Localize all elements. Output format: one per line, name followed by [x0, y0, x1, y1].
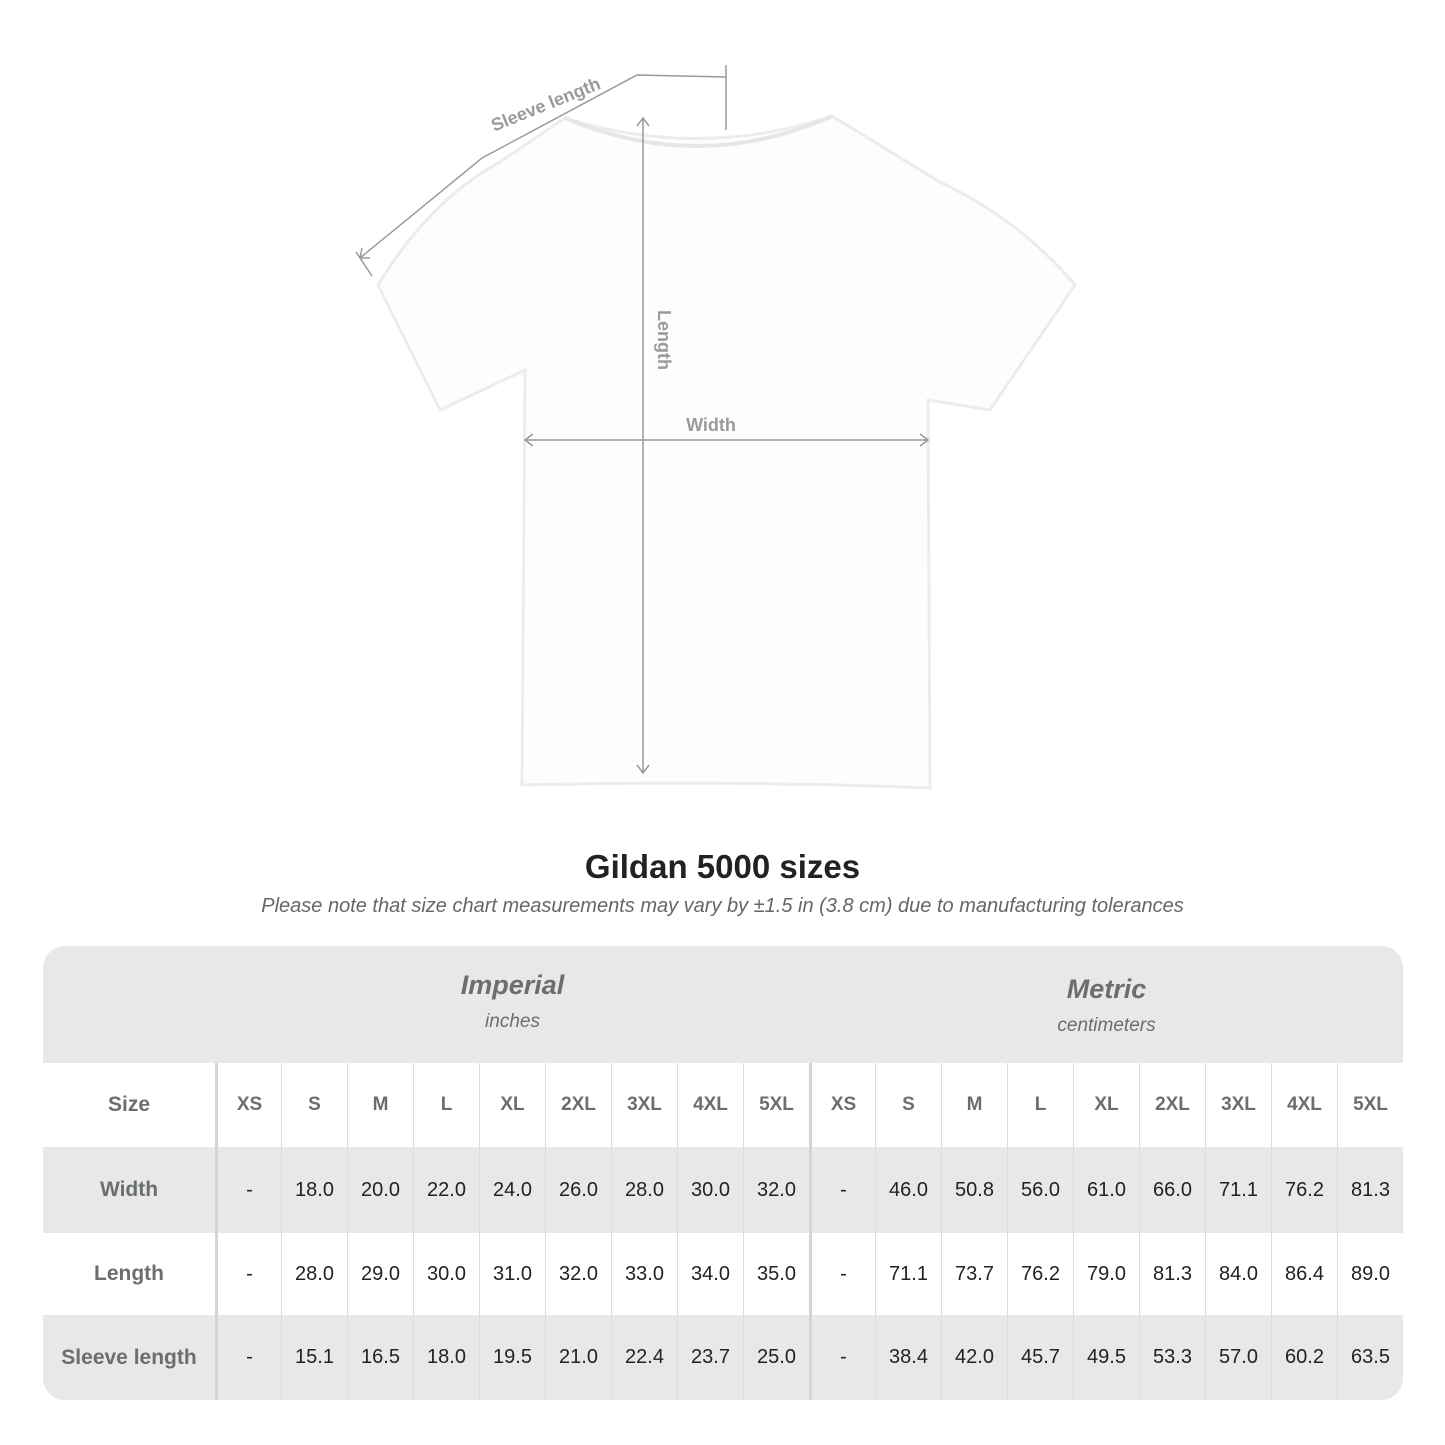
size-header-cell: S [281, 1063, 347, 1147]
size-header-cell: 3XL [611, 1063, 677, 1147]
metric-value-cell: 71.1 [1205, 1147, 1271, 1233]
imperial-value-cell: 18.0 [281, 1147, 347, 1233]
row-label: Width [99, 1178, 159, 1201]
metric-value-cell: 53.3 [1139, 1315, 1205, 1400]
size-header-cell: M [941, 1063, 1007, 1147]
imperial-value-cell: 16.5 [347, 1315, 413, 1400]
size-header-cell: XL [479, 1063, 545, 1147]
size-header-cell: 3XL [1205, 1063, 1271, 1147]
metric-value-cell: 60.2 [1271, 1315, 1337, 1400]
imperial-value-cell: 35.0 [743, 1233, 809, 1315]
size-header-cell: XS [809, 1063, 875, 1147]
imperial-value-cell: 22.0 [413, 1147, 479, 1233]
imperial-value-cell: 30.0 [677, 1147, 743, 1233]
tshirt-diagram: Sleeve length Length Width [355, 65, 1077, 790]
collar [564, 114, 833, 148]
width-measure-line [523, 433, 930, 447]
imperial-value-cell: 23.7 [677, 1315, 743, 1400]
imperial-value-cell: 22.4 [611, 1315, 677, 1400]
size-header-cell: XS [215, 1063, 281, 1147]
row-label: Sleeve length [61, 1345, 197, 1369]
metric-label: Metric [1066, 974, 1147, 1004]
imperial-value-cell: 21.0 [545, 1315, 611, 1400]
size-header-cell: 4XL [1271, 1063, 1337, 1147]
metric-header: Metric centimeters [810, 974, 1403, 1091]
metric-value-cell: 84.0 [1205, 1233, 1271, 1315]
metric-value-cell: 66.0 [1139, 1147, 1205, 1233]
metric-value-cell: 73.7 [941, 1233, 1007, 1315]
size-header-row: Size XS S M L XL 2XL 3XL 4XL 5XL XS S M L XL 2XL 3XL 4XL 5… [43, 1063, 1403, 1147]
sleeve-measure-line [359, 74, 727, 259]
imperial-value-cell: 34.0 [677, 1233, 743, 1315]
metric-value-cell: 38.4 [875, 1315, 941, 1400]
imperial-value-cell: 30.0 [413, 1233, 479, 1315]
row-label: Size [107, 1093, 151, 1116]
metric-value-cell: 49.5 [1073, 1315, 1139, 1400]
imperial-value-cell: 19.5 [479, 1315, 545, 1400]
size-header-cell: 4XL [677, 1063, 743, 1147]
metric-value-cell: 81.3 [1139, 1233, 1205, 1315]
metric-value-cell: 61.0 [1073, 1147, 1139, 1233]
metric-value-cell: 79.0 [1073, 1233, 1139, 1315]
imperial-value-cell: 26.0 [545, 1147, 611, 1233]
metric-value-cell: - [809, 1147, 875, 1233]
row-label: Length [94, 1262, 164, 1285]
imperial-value-cell: 31.0 [479, 1233, 545, 1315]
imperial-unit: inches [485, 1011, 540, 1032]
length-label: Length [654, 310, 674, 370]
imperial-value-cell: 32.0 [743, 1147, 809, 1233]
table-row: Width -18.0 20.0 22.0 24.0 26.0 28.0 30.0 32.0-4… [43, 1147, 1403, 1233]
metric-value-cell: 42.0 [941, 1315, 1007, 1400]
imperial-value-cell: 24.0 [479, 1147, 545, 1233]
length-measure-line [636, 116, 650, 775]
imperial-value-cell: 25.0 [743, 1315, 809, 1400]
table-row: Sleeve length -15.1 16.5 18.0 19.5 21.0 22.4 23… [43, 1315, 1403, 1400]
metric-value-cell: - [809, 1233, 875, 1315]
metric-value-cell: 50.8 [941, 1147, 1007, 1233]
metric-value-cell: 45.7 [1007, 1315, 1073, 1400]
size-header-cell: 5XL [1337, 1063, 1403, 1147]
imperial-value-cell: 20.0 [347, 1147, 413, 1233]
measurement-lines [355, 65, 930, 775]
tshirt-shape [376, 114, 1077, 790]
metric-value-cell: 56.0 [1007, 1147, 1073, 1233]
size-header-cell: 2XL [1139, 1063, 1205, 1147]
metric-value-cell: 57.0 [1205, 1315, 1271, 1400]
imperial-value-cell: - [215, 1233, 281, 1315]
imperial-value-cell: - [215, 1315, 281, 1400]
imperial-value-cell: 29.0 [347, 1233, 413, 1315]
size-table: Imperial inches Metric centimeters Size X… [43, 946, 1403, 1400]
metric-value-cell: 86.4 [1271, 1233, 1337, 1315]
metric-value-cell: 76.2 [1271, 1147, 1337, 1233]
metric-value-cell: - [809, 1315, 875, 1400]
width-label: Width [686, 415, 736, 435]
metric-value-cell: 46.0 [875, 1147, 941, 1233]
imperial-value-cell: 15.1 [281, 1315, 347, 1400]
imperial-value-cell: 32.0 [545, 1233, 611, 1315]
imperial-value-cell: - [215, 1147, 281, 1233]
metric-value-cell: 89.0 [1337, 1233, 1403, 1315]
metric-value-cell: 76.2 [1007, 1233, 1073, 1315]
imperial-value-cell: 18.0 [413, 1315, 479, 1400]
size-header-cell: M [347, 1063, 413, 1147]
size-header-cell: L [413, 1063, 479, 1147]
metric-unit: centimeters [1057, 1015, 1156, 1036]
metric-value-cell: 81.3 [1337, 1147, 1403, 1233]
imperial-value-cell: 33.0 [611, 1233, 677, 1315]
imperial-value-cell: 28.0 [281, 1233, 347, 1315]
tolerance-note: Please note that size chart measurements… [261, 895, 1184, 917]
size-header-cell: L [1007, 1063, 1073, 1147]
size-header-cell: 5XL [743, 1063, 809, 1147]
imperial-header: Imperial inches [215, 970, 810, 1087]
chart-title: Gildan 5000 sizes [584, 848, 861, 885]
imperial-value-cell: 28.0 [611, 1147, 677, 1233]
imperial-label: Imperial [460, 970, 565, 1000]
size-header-cell: S [875, 1063, 941, 1147]
size-header-cell: 2XL [545, 1063, 611, 1147]
metric-value-cell: 71.1 [875, 1233, 941, 1315]
table-row: Length -28.0 29.0 30.0 31.0 32.0 33.0 34.0 35.0-… [43, 1233, 1403, 1315]
metric-value-cell: 63.5 [1337, 1315, 1403, 1400]
size-header-cell: XL [1073, 1063, 1139, 1147]
